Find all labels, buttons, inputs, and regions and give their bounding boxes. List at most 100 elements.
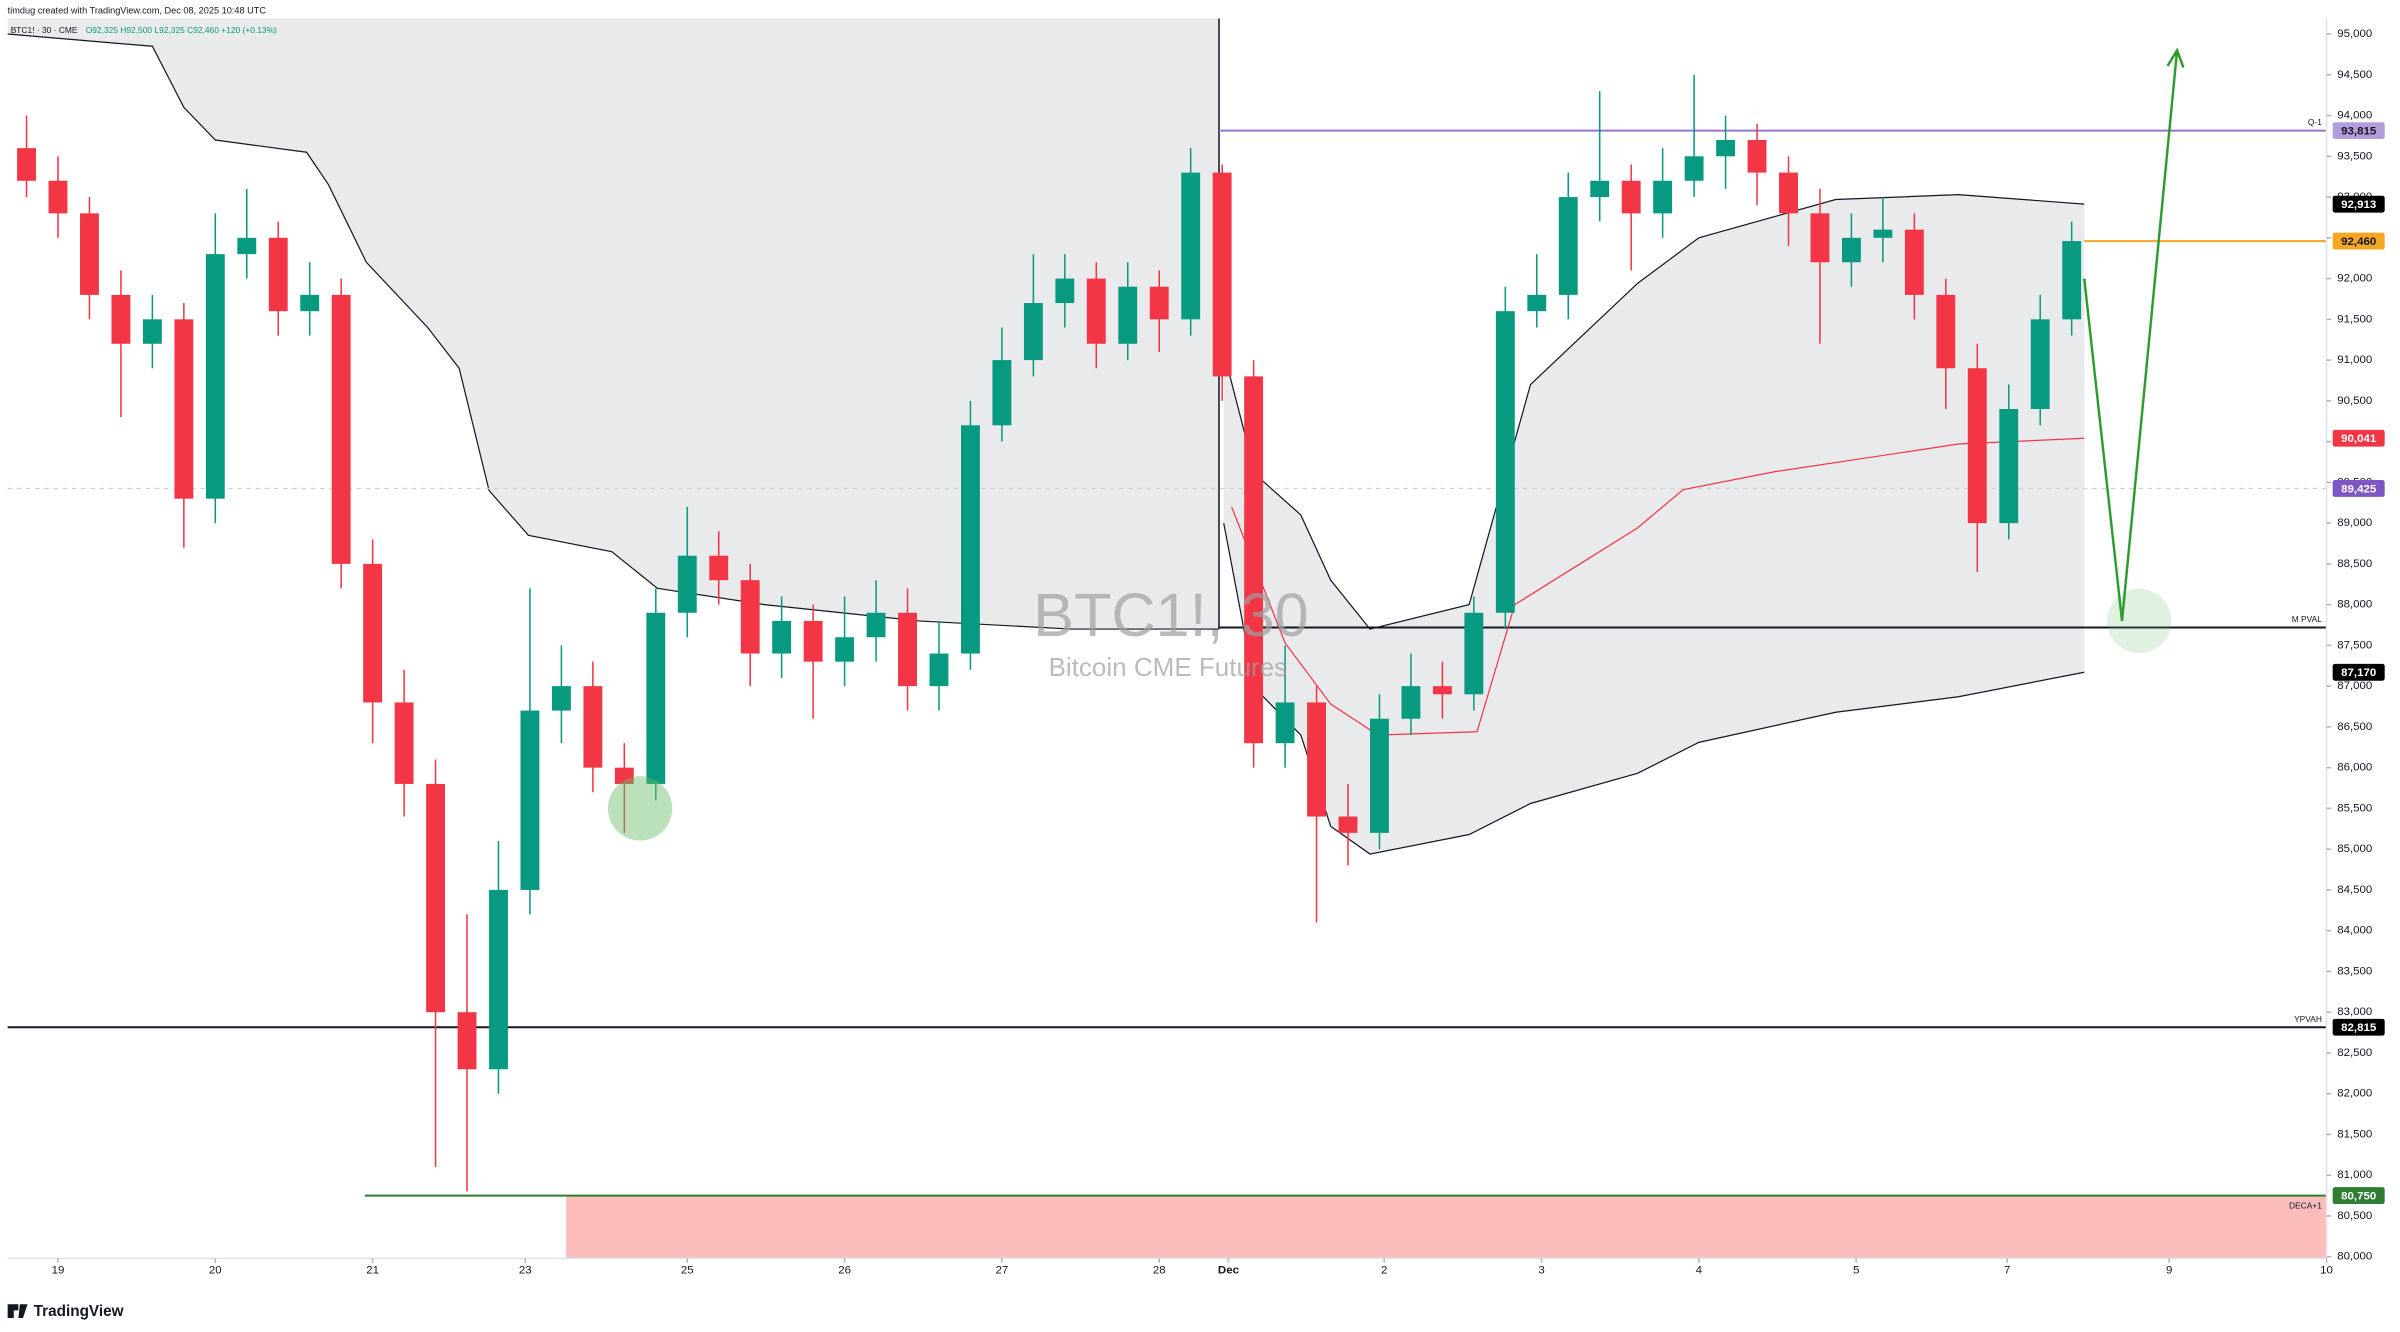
y-tick-label: 91,500 bbox=[2337, 313, 2372, 325]
candle-body bbox=[740, 580, 760, 654]
level-label: Q-1 bbox=[2308, 117, 2322, 127]
level-label: DECA+1 bbox=[2289, 1201, 2322, 1211]
price-tag bbox=[2332, 1187, 2385, 1205]
price-tag-label: 87,170 bbox=[2341, 667, 2376, 679]
plot-layer: Q-1 M PVAL YPVAH DECA+1 80,000 80,500 81,000 81… bbox=[7, 18, 2385, 1277]
candle-body bbox=[1464, 612, 1484, 695]
x-tick-label: 7 bbox=[2004, 1265, 2010, 1277]
candle-body bbox=[1307, 702, 1326, 817]
x-tick-label: Dec bbox=[1218, 1265, 1240, 1277]
x-tick-label: 2 bbox=[1381, 1265, 1387, 1277]
candle-body bbox=[1936, 294, 1956, 369]
projection-arrowhead bbox=[2166, 47, 2185, 68]
candle-body bbox=[111, 294, 131, 344]
level-label: M PVAL bbox=[2292, 614, 2323, 624]
highlight-circle bbox=[2107, 588, 2172, 654]
candle-body bbox=[17, 148, 36, 181]
y-tick-label: 85,500 bbox=[2337, 802, 2372, 814]
y-tick-label: 91,000 bbox=[2337, 354, 2372, 366]
candle-body bbox=[1716, 140, 1736, 157]
y-tick-label: 80,000 bbox=[2337, 1251, 2372, 1263]
level-label: YPVAH bbox=[2294, 1014, 2322, 1024]
candle-body bbox=[1653, 180, 1673, 214]
candle-body bbox=[1370, 718, 1389, 833]
candle-body bbox=[1275, 702, 1295, 744]
candle-body bbox=[331, 294, 351, 564]
x-tick-label: 9 bbox=[2166, 1265, 2172, 1277]
ohlc-text: O92,325 H92,500 L92,325 C92,460 +120 (+0… bbox=[86, 25, 277, 35]
candle-body bbox=[1495, 311, 1515, 613]
x-tick-label: 28 bbox=[1153, 1265, 1166, 1277]
price-tag bbox=[2332, 195, 2385, 213]
x-tick-label: 27 bbox=[996, 1265, 1009, 1277]
candle-body bbox=[583, 686, 603, 768]
candle-body bbox=[1841, 237, 1861, 263]
y-tick-label: 89,000 bbox=[2337, 517, 2372, 529]
brand-logo bbox=[7, 1304, 28, 1319]
candle-body bbox=[1118, 286, 1138, 344]
candle-body bbox=[2030, 319, 2050, 409]
projection-line bbox=[2083, 50, 2179, 622]
x-tick-label: 25 bbox=[681, 1265, 694, 1277]
candle-body bbox=[1967, 368, 1987, 524]
y-tick-label: 95,000 bbox=[2337, 28, 2372, 40]
y-tick-label: 88,000 bbox=[2337, 599, 2372, 611]
candle-body bbox=[268, 237, 288, 312]
y-tick-label: 80,500 bbox=[2337, 1210, 2372, 1222]
candle-body bbox=[426, 783, 445, 1013]
y-tick-label: 88,500 bbox=[2337, 558, 2372, 570]
y-tick-label: 94,000 bbox=[2337, 110, 2372, 122]
y-tick-label: 90,500 bbox=[2337, 395, 2372, 407]
x-tick-label: 20 bbox=[209, 1265, 222, 1277]
candle-body bbox=[992, 360, 1012, 426]
candle-body bbox=[300, 294, 320, 312]
price-tag-label: 89,425 bbox=[2341, 483, 2377, 495]
y-tick-label: 86,000 bbox=[2337, 762, 2372, 774]
candle-body bbox=[772, 620, 792, 654]
highlight-circle bbox=[607, 776, 673, 841]
y-tick-label: 84,000 bbox=[2337, 925, 2372, 937]
x-tick-label: 26 bbox=[838, 1265, 851, 1277]
y-tick-label: 92,000 bbox=[2337, 273, 2372, 285]
y-tick-label: 85,000 bbox=[2337, 843, 2372, 855]
candle-body bbox=[1432, 686, 1452, 695]
candle-body bbox=[1779, 172, 1798, 214]
candle-body bbox=[803, 620, 823, 662]
x-tick-label: 19 bbox=[52, 1265, 65, 1277]
candle-body bbox=[1590, 180, 1610, 198]
price-tag bbox=[2332, 232, 2385, 250]
candle-body bbox=[1810, 213, 1830, 263]
y-tick-label: 83,500 bbox=[2337, 965, 2372, 977]
candle-body bbox=[237, 237, 257, 255]
y-tick-label: 81,000 bbox=[2337, 1169, 2372, 1181]
y-tick-label: 82,500 bbox=[2337, 1047, 2372, 1059]
credit: timdug created with TradingView.com, Dec… bbox=[8, 5, 267, 15]
candle-body bbox=[1527, 294, 1547, 312]
candle-body bbox=[142, 319, 162, 344]
candle-body bbox=[1621, 180, 1641, 214]
candle-body bbox=[1055, 278, 1075, 304]
price-tag bbox=[2332, 480, 2385, 497]
candle-body bbox=[2062, 241, 2082, 320]
candle-body bbox=[1181, 172, 1201, 320]
price-tag-label: 92,913 bbox=[2341, 199, 2376, 211]
price-tag bbox=[2332, 122, 2385, 140]
candle-body bbox=[1212, 172, 1232, 377]
candle-body bbox=[457, 1012, 477, 1070]
vwap-line bbox=[1231, 437, 2085, 736]
y-tick-label: 83,000 bbox=[2337, 1006, 2372, 1018]
candle-body bbox=[1873, 229, 1893, 238]
candle-body bbox=[1338, 816, 1358, 833]
candle-body bbox=[614, 767, 634, 784]
candle-body bbox=[709, 555, 729, 581]
candle-body bbox=[1684, 156, 1704, 181]
y-tick-label: 87,500 bbox=[2337, 639, 2372, 651]
brand: TradingView bbox=[34, 1303, 124, 1320]
watermark-subtitle: Bitcoin CME Futures bbox=[1049, 652, 1288, 682]
candle-body bbox=[489, 889, 508, 1070]
y-tick-label: 84,500 bbox=[2337, 884, 2372, 896]
y-tick-label: 82,000 bbox=[2337, 1088, 2372, 1100]
x-tick-label: 4 bbox=[1696, 1265, 1703, 1277]
y-tick-label: 94,500 bbox=[2337, 69, 2372, 81]
